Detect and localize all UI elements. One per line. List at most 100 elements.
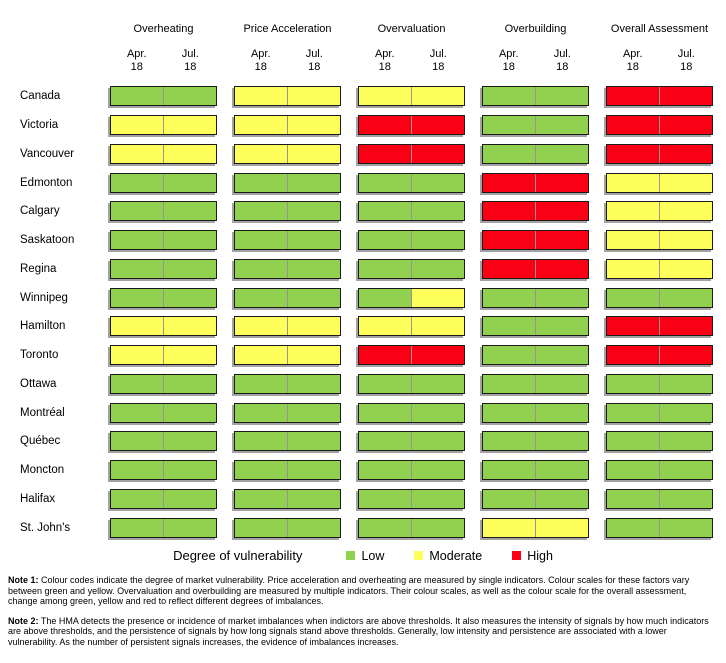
indicator-group: [606, 488, 713, 509]
vulnerability-cell: [607, 403, 659, 422]
note-1: Note 1: Colour codes indicate the degree…: [8, 575, 718, 607]
vulnerability-cell: [164, 259, 216, 278]
column-title-4: Overbuilding: [504, 23, 567, 36]
table-row: Calgary: [0, 197, 726, 226]
vulnerability-cell: [359, 403, 411, 422]
cell-divider: [163, 259, 164, 278]
row-label: Calgary: [20, 205, 60, 218]
table-row: Vancouver: [0, 140, 726, 169]
table-row: Regina: [0, 255, 726, 284]
cell-divider: [535, 403, 536, 422]
note-2-text: The HMA detects the presence or incidenc…: [8, 615, 709, 648]
vulnerability-cell-pair: [110, 172, 217, 193]
vulnerability-cell: [111, 288, 163, 307]
vulnerability-cell: [412, 116, 464, 135]
vulnerability-cell: [536, 259, 588, 278]
cell-divider: [535, 231, 536, 250]
indicator-group: [234, 488, 341, 509]
vulnerability-cell: [235, 374, 287, 393]
indicator-group: [358, 345, 465, 366]
cell-divider: [163, 87, 164, 106]
indicator-group: [234, 431, 341, 452]
vulnerability-cell: [660, 144, 712, 163]
legend-item-moderate: Moderate: [414, 549, 482, 563]
vulnerability-cell: [359, 173, 411, 192]
vulnerability-cell: [111, 231, 163, 250]
indicator-group: [606, 86, 713, 107]
vulnerability-cell: [288, 346, 340, 365]
indicator-group: [606, 402, 713, 423]
row-label: Hamilton: [20, 320, 66, 333]
indicator-group: [606, 230, 713, 251]
vulnerability-cell: [607, 202, 659, 221]
vulnerability-cell: [536, 461, 588, 480]
period-label: Apr. 18: [126, 48, 147, 74]
cell-divider: [163, 317, 164, 336]
cell-divider: [535, 259, 536, 278]
cell-divider: [659, 87, 660, 106]
period-label-half: Apr. 18: [606, 48, 660, 82]
period-label-half: Jul. 18: [164, 48, 218, 82]
table-row: Edmonton: [0, 168, 726, 197]
vulnerability-cell: [288, 403, 340, 422]
vulnerability-cell: [288, 432, 340, 451]
vulnerability-cell: [483, 202, 535, 221]
vulnerability-cell: [288, 87, 340, 106]
vulnerability-cell-pair: [234, 172, 341, 193]
vulnerability-cell-pair: [234, 402, 341, 423]
vulnerability-cell-pair: [234, 287, 341, 308]
cell-divider: [659, 231, 660, 250]
cell-divider: [163, 231, 164, 250]
vulnerability-cell: [412, 432, 464, 451]
vulnerability-cell: [164, 144, 216, 163]
cell-divider: [287, 116, 288, 135]
vulnerability-cell: [536, 173, 588, 192]
vulnerability-cell: [359, 317, 411, 336]
period-label: Jul. 18: [677, 48, 695, 74]
vulnerability-cell-pair: [482, 373, 589, 394]
indicator-group: [358, 431, 465, 452]
vulnerability-cell-pair: [110, 373, 217, 394]
period-label-half: Jul. 18: [660, 48, 714, 82]
vulnerability-cell: [359, 116, 411, 135]
indicator-group: [606, 143, 713, 164]
indicator-group: [234, 345, 341, 366]
indicator-group: [234, 460, 341, 481]
period-label: Jul. 18: [181, 48, 199, 74]
vulnerability-cell: [483, 489, 535, 508]
vulnerability-cell: [111, 374, 163, 393]
row-label: Victoria: [20, 119, 59, 132]
vulnerability-cell: [660, 518, 712, 537]
period-labels-group-5: Apr. 18 Jul. 18: [606, 48, 713, 82]
vulnerability-cell: [235, 288, 287, 307]
vulnerability-cell: [288, 173, 340, 192]
vulnerability-cell: [483, 173, 535, 192]
vulnerability-cell-pair: [358, 86, 465, 107]
vulnerability-cell: [536, 518, 588, 537]
vulnerability-cell: [607, 374, 659, 393]
vulnerability-cell-pair: [110, 345, 217, 366]
vulnerability-cell-pair: [358, 230, 465, 251]
vulnerability-cell-pair: [358, 345, 465, 366]
cell-divider: [287, 489, 288, 508]
vulnerability-cell-pair: [234, 115, 341, 136]
indicator-group: [110, 373, 217, 394]
indicator-group: [358, 115, 465, 136]
vulnerability-cell: [660, 403, 712, 422]
cell-divider: [535, 173, 536, 192]
vulnerability-cell: [483, 374, 535, 393]
vulnerability-cell-pair: [110, 460, 217, 481]
vulnerability-cell: [607, 116, 659, 135]
vulnerability-cell: [412, 346, 464, 365]
vulnerability-cell-pair: [482, 316, 589, 337]
note-1-text: Colour codes indicate the degree of mark…: [8, 575, 690, 607]
cell-divider: [659, 317, 660, 336]
indicator-group: [234, 402, 341, 423]
cell-divider: [411, 173, 412, 192]
cell-divider: [535, 518, 536, 537]
vulnerability-cell-pair: [606, 230, 713, 251]
vulnerability-cell: [536, 346, 588, 365]
vulnerability-cell-pair: [234, 201, 341, 222]
vulnerability-cell: [235, 461, 287, 480]
